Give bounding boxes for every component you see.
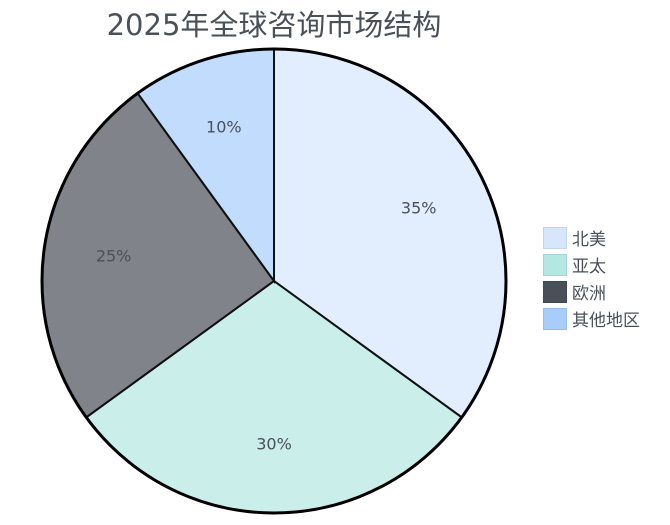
slice-label: 30% (256, 434, 292, 453)
legend-swatch (543, 226, 567, 249)
legend-label: 北美 (572, 230, 606, 250)
legend-swatch (543, 307, 567, 330)
legend-item[interactable]: 北美 (543, 224, 640, 251)
slice-label: 25% (96, 247, 132, 266)
chart-title: 2025年全球咨询市场结构 (106, 8, 442, 42)
legend-label: 欧洲 (572, 284, 606, 304)
legend-swatch (543, 280, 567, 303)
legend-label: 亚太 (572, 257, 606, 277)
pie-outline (40, 47, 508, 515)
slice-label: 35% (401, 198, 437, 217)
legend-item[interactable]: 欧洲 (543, 278, 640, 305)
legend-swatch (543, 253, 567, 276)
legend-item[interactable]: 亚太 (543, 251, 640, 278)
legend-label: 其他地区 (572, 311, 640, 331)
legend: 北美亚太欧洲其他地区 (543, 224, 640, 332)
slice-label: 10% (206, 118, 242, 137)
legend-item[interactable]: 其他地区 (543, 305, 640, 332)
